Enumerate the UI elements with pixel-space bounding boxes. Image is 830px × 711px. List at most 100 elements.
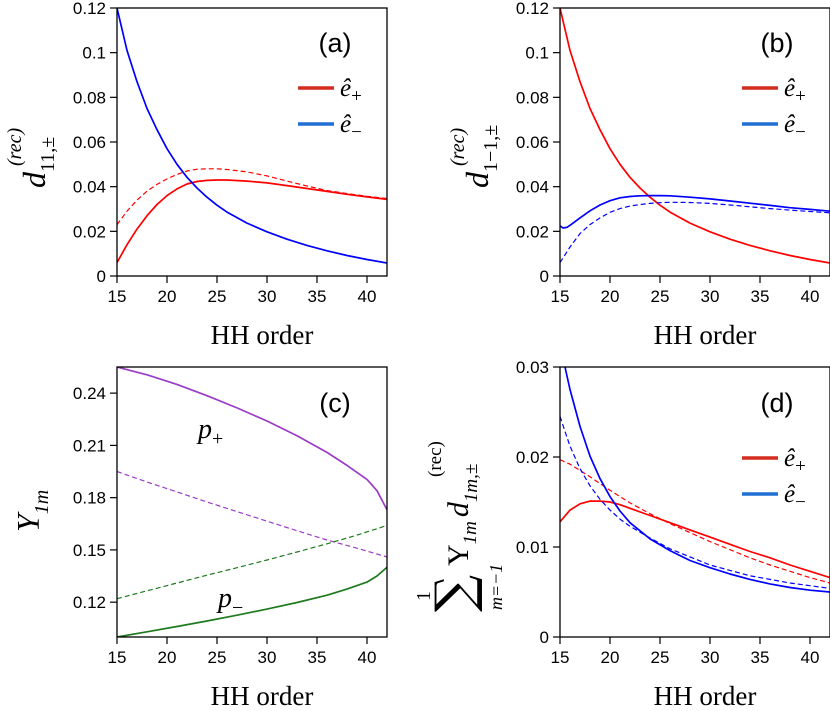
- y-tick-label: 0.21: [73, 436, 106, 455]
- y-tick-label: 0.12: [73, 0, 106, 18]
- panel-c: 15 20 25 30 35 40 0.12 0.15 0.18 0.21 0.24 HH order…: [10, 366, 388, 711]
- y-axis-title-sub: 1m: [31, 490, 53, 514]
- x-tick-label: 30: [258, 287, 277, 306]
- y-axis-title: d1−1,±: [459, 125, 502, 188]
- x-tick-label: 20: [158, 648, 177, 667]
- x-tick-label: 30: [258, 648, 277, 667]
- y-tick-label: 0.02: [516, 222, 549, 241]
- legend-label: ê+: [784, 445, 806, 477]
- legend-label-sub: +: [795, 456, 806, 477]
- y-tick-label: 0.12: [516, 0, 549, 18]
- legend-label-base: ê: [784, 481, 796, 508]
- legend-label-sub: +: [795, 86, 806, 107]
- y-axis-title-base: d: [16, 171, 52, 188]
- series-line-2: [560, 459, 830, 584]
- x-tick-label: 25: [208, 287, 227, 306]
- x-axis-title: HH order: [211, 320, 314, 350]
- plot-frame: [116, 366, 388, 638]
- y-axis-title-sum-bottom: m=−1: [486, 564, 506, 610]
- series-line-1: [117, 367, 387, 511]
- x-tick-label: 40: [358, 287, 377, 306]
- y-axis-title-base: d: [459, 171, 495, 188]
- x-tick-label: 15: [108, 287, 127, 306]
- y-tick-label: 0.02: [516, 448, 549, 467]
- y-tick-label: 0: [97, 267, 106, 286]
- series-line-2: [117, 168, 387, 225]
- x-tick-label: 20: [601, 287, 620, 306]
- panel-a: 15 20 25 30 35 40 0 0.02 0.04 0.06 0.08 0.1 0.12 HH o…: [4, 0, 388, 350]
- annotation-p-plus: p+: [196, 414, 223, 450]
- x-tick-label: 15: [108, 648, 127, 667]
- y-axis-title-sum: ∑: [425, 575, 485, 612]
- y-axis-title-sub1: 1m: [460, 521, 481, 544]
- series-line-4: [560, 416, 830, 589]
- y-tick-label: 0.1: [82, 44, 106, 63]
- series-line-3: [117, 8, 387, 264]
- y-axis-title-sup: (rec): [4, 128, 26, 166]
- legend-label-base: ê: [340, 111, 352, 138]
- panel-b: 15 20 25 30 35 40 0 0.02 0.04 0.06 0.08 0.1 0.12 HH o…: [447, 0, 830, 350]
- y-tick-label: 0.18: [73, 489, 106, 508]
- y-axis-title-body: Υ1m d1m,±: [442, 464, 482, 566]
- y-tick-label: 0: [540, 267, 549, 286]
- x-tick-label: 20: [601, 648, 620, 667]
- x-tick-label: 25: [651, 287, 670, 306]
- x-tick-label: 20: [158, 287, 177, 306]
- annotation-sub: −: [232, 597, 243, 619]
- x-tick-label: 25: [651, 648, 670, 667]
- x-tick-label: 35: [751, 287, 770, 306]
- x-tick-label: 40: [801, 648, 820, 667]
- series-group: [117, 367, 387, 637]
- series-line-2: [560, 194, 830, 229]
- legend-label: ê+: [784, 75, 806, 107]
- y-tick-label: 0.02: [73, 222, 106, 241]
- annotation-p-minus: p−: [216, 583, 243, 619]
- panel-label: (d): [761, 388, 794, 418]
- legend-label: ê+: [340, 75, 362, 107]
- x-tick-label: 15: [551, 287, 570, 306]
- y-tick-label: 0.12: [73, 593, 106, 612]
- x-tick-label: 35: [751, 648, 770, 667]
- y-tick-label: 0.06: [73, 133, 106, 152]
- x-tick-label: 25: [208, 648, 227, 667]
- series-line-2: [117, 470, 387, 558]
- y-axis-title: Υ1m: [10, 490, 53, 532]
- y-tick-label: 0.06: [516, 133, 549, 152]
- y-axis-title-base: Υ: [10, 511, 46, 532]
- series-line-1: [560, 500, 830, 579]
- series-line-4: [117, 566, 387, 637]
- y-tick-label: 0.04: [73, 178, 106, 197]
- y-tick-label: 0.01: [516, 538, 549, 557]
- y-tick-label: 0.03: [516, 358, 549, 377]
- x-tick-label: 15: [551, 648, 570, 667]
- legend-label-base: ê: [784, 111, 796, 138]
- series-group: [560, 8, 830, 264]
- legend-label-sub: −: [351, 122, 362, 143]
- series-line-3: [117, 524, 387, 600]
- y-axis-title-base2: d: [442, 501, 475, 517]
- x-axis-title: HH order: [654, 320, 757, 350]
- series-group: [117, 8, 387, 264]
- legend-label: ê−: [784, 111, 806, 143]
- y-tick-label: 0.08: [73, 88, 106, 107]
- y-tick-label: 0.1: [525, 44, 549, 63]
- y-axis-title-sum-top: 1: [413, 591, 435, 601]
- panel-label: (a): [319, 28, 352, 58]
- x-tick-label: 35: [308, 648, 327, 667]
- y-axis-title-sup: (rec): [447, 128, 469, 166]
- legend-label-sub: +: [351, 86, 362, 107]
- legend-label-base: ê: [784, 445, 796, 472]
- series-line-3: [564, 367, 830, 593]
- panel-label: (b): [761, 28, 794, 58]
- y-tick-label: 0.24: [73, 384, 106, 403]
- x-tick-label: 35: [308, 287, 327, 306]
- x-tick-label: 40: [801, 287, 820, 306]
- series-line-1: [560, 8, 830, 264]
- y-axis-title-sub: 1m,±: [461, 464, 482, 502]
- legend-label-base: ê: [784, 75, 796, 102]
- legend-label-base: ê: [340, 75, 352, 102]
- x-tick-label: 30: [701, 648, 720, 667]
- x-axis-title: HH order: [654, 681, 757, 711]
